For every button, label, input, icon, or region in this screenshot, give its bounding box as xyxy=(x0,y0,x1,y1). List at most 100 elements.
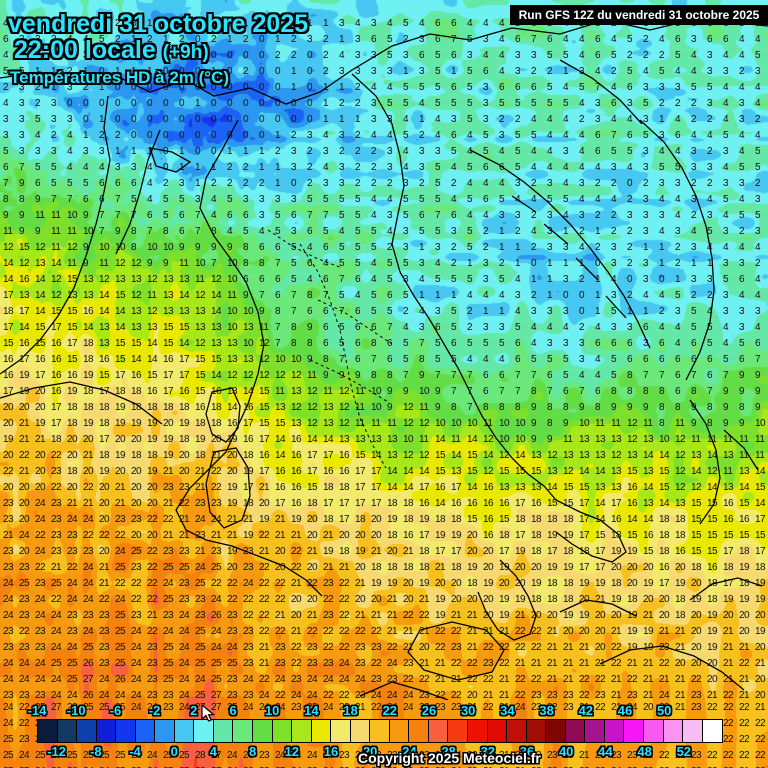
legend-swatch[interactable] xyxy=(389,720,410,742)
grid-temperature-value: 7 xyxy=(723,370,729,381)
grid-temperature-value: 18 xyxy=(387,498,398,509)
legend-swatch[interactable] xyxy=(428,720,449,742)
grid-temperature-value: 24 xyxy=(19,658,30,669)
legend-swatch[interactable] xyxy=(487,720,508,742)
grid-temperature-value: 25 xyxy=(67,674,78,685)
grid-temperature-value: 1 xyxy=(259,18,265,29)
legend-swatch[interactable] xyxy=(57,720,78,742)
legend-background-value: 22 xyxy=(19,702,30,713)
legend-swatch[interactable] xyxy=(702,720,723,742)
grid-temperature-value: 20 xyxy=(275,562,286,573)
grid-temperature-value: 5 xyxy=(131,194,137,205)
grid-temperature-value: 5 xyxy=(483,338,489,349)
grid-temperature-value: 11 xyxy=(51,226,61,237)
legend-swatch[interactable] xyxy=(155,720,175,742)
legend-swatch[interactable] xyxy=(526,720,547,742)
grid-temperature-value: 22 xyxy=(179,498,190,509)
grid-temperature-value: 2 xyxy=(339,98,345,109)
legend-background-value: 25 xyxy=(163,767,174,768)
grid-temperature-value: 22 xyxy=(291,546,302,557)
grid-temperature-value: 11 xyxy=(259,322,269,333)
grid-temperature-value: 21 xyxy=(611,690,622,701)
legend-swatch[interactable] xyxy=(565,720,586,742)
grid-temperature-value: 13 xyxy=(691,450,702,461)
grid-temperature-value: 21 xyxy=(515,610,526,621)
legend-swatch[interactable] xyxy=(174,720,195,742)
legend-swatch[interactable] xyxy=(546,720,566,742)
grid-temperature-value: 5 xyxy=(611,370,617,381)
legend-swatch[interactable] xyxy=(624,720,644,742)
grid-temperature-value: 11 xyxy=(739,450,749,461)
grid-temperature-value: 20 xyxy=(515,562,526,573)
grid-temperature-value: 8 xyxy=(659,418,665,429)
grid-temperature-value: 9 xyxy=(611,402,617,413)
legend-background-value: 22 xyxy=(515,750,526,761)
grid-temperature-value: 24 xyxy=(659,690,670,701)
grid-temperature-value: 20 xyxy=(35,482,46,493)
grid-temperature-value: 5 xyxy=(339,210,345,221)
legend-swatch[interactable] xyxy=(663,720,684,742)
legend-swatch[interactable] xyxy=(116,720,136,742)
grid-temperature-value: 4 xyxy=(547,322,553,333)
legend-swatch[interactable] xyxy=(38,720,58,742)
legend-swatch[interactable] xyxy=(253,720,273,742)
grid-temperature-value: 24 xyxy=(67,578,78,589)
grid-temperature-value: 23 xyxy=(147,674,158,685)
legend-swatch[interactable] xyxy=(292,720,312,742)
grid-temperature-value: 7 xyxy=(515,386,521,397)
legend-swatch[interactable] xyxy=(507,720,527,742)
grid-temperature-value: 6 xyxy=(483,66,489,77)
legend-swatch[interactable] xyxy=(683,720,703,742)
legend-swatch[interactable] xyxy=(585,720,605,742)
grid-temperature-value: 4 xyxy=(611,274,617,285)
grid-temperature-value: 13 xyxy=(35,258,46,269)
grid-temperature-value: 2 xyxy=(115,130,121,141)
legend-background-value: 21 xyxy=(739,767,750,768)
legend-color-bar[interactable] xyxy=(37,719,723,743)
grid-temperature-value: 3 xyxy=(643,338,649,349)
grid-temperature-value: 4 xyxy=(483,210,489,221)
grid-temperature-value: 5 xyxy=(451,274,457,285)
grid-temperature-value: 7 xyxy=(275,338,281,349)
legend-swatch[interactable] xyxy=(448,720,469,742)
legend-swatch[interactable] xyxy=(96,720,117,742)
legend-swatch[interactable] xyxy=(604,720,625,742)
grid-temperature-value: 2 xyxy=(355,146,361,157)
grid-temperature-value: 5 xyxy=(611,146,617,157)
legend-swatch[interactable] xyxy=(370,720,390,742)
legend-swatch[interactable] xyxy=(350,720,371,742)
legend-swatch[interactable] xyxy=(213,720,234,742)
grid-temperature-value: 4 xyxy=(723,210,729,221)
grid-temperature-value: 9 xyxy=(179,242,185,253)
grid-temperature-value: 3 xyxy=(515,210,521,221)
legend-swatch[interactable] xyxy=(233,720,254,742)
legend-background-value: 24 xyxy=(259,702,270,713)
grid-temperature-value: 16 xyxy=(403,530,414,541)
legend-background-value: 22 xyxy=(755,718,766,729)
legend-swatch[interactable] xyxy=(77,720,97,742)
grid-temperature-value: 24 xyxy=(3,658,14,669)
grid-temperature-value: 22 xyxy=(227,594,238,605)
legend-background-value: 24 xyxy=(291,767,302,768)
grid-temperature-value: 6 xyxy=(259,274,265,285)
grid-temperature-value: 18 xyxy=(115,386,126,397)
grid-temperature-value: 22 xyxy=(275,578,286,589)
grid-temperature-value: 12 xyxy=(131,290,142,301)
legend-tick-label: 8 xyxy=(248,744,257,759)
grid-temperature-value: 9 xyxy=(435,402,441,413)
legend-swatch[interactable] xyxy=(331,720,351,742)
legend-swatch[interactable] xyxy=(409,720,429,742)
legend-swatch[interactable] xyxy=(272,720,293,742)
legend-swatch[interactable] xyxy=(643,720,664,742)
temperature-map[interactable]: 4153342231002221142113434546644456545324… xyxy=(0,0,768,700)
grid-temperature-value: 19 xyxy=(643,626,654,637)
legend-swatch[interactable] xyxy=(468,720,488,742)
legend-swatch[interactable] xyxy=(135,720,156,742)
map-parameter-label: Températures HD à 2m (°C) xyxy=(10,68,230,87)
grid-temperature-value: 17 xyxy=(3,290,14,301)
grid-temperature-value: 14 xyxy=(515,450,526,461)
legend-swatch[interactable] xyxy=(194,720,214,742)
legend-swatch[interactable] xyxy=(311,720,332,742)
grid-temperature-value: 19 xyxy=(563,610,574,621)
grid-temperature-value: 15 xyxy=(755,530,766,541)
